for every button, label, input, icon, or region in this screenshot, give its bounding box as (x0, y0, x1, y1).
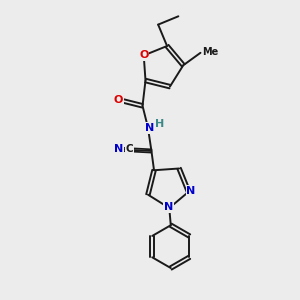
Text: O: O (139, 50, 148, 60)
Text: N: N (114, 145, 124, 154)
Text: O: O (113, 95, 123, 105)
Text: Me: Me (202, 47, 218, 57)
Text: N: N (145, 123, 154, 133)
Text: H: H (155, 118, 164, 129)
Text: C: C (126, 145, 134, 154)
Text: N: N (164, 202, 173, 212)
Text: N: N (186, 186, 196, 196)
